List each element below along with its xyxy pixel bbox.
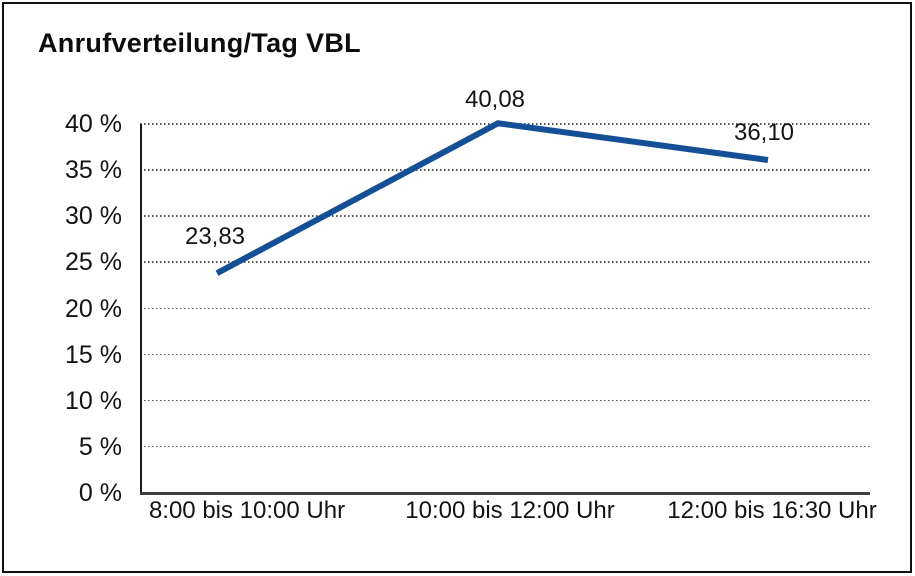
- data-point-label: 40,08: [464, 86, 526, 114]
- data-line: [215, 120, 769, 276]
- x-axis-line: [140, 492, 870, 495]
- y-tick-label: 5 %: [78, 432, 122, 461]
- gridline: [140, 353, 870, 356]
- y-tick-label: 0 %: [78, 479, 122, 507]
- x-tick-label: 8:00 bis 10:00 Uhr: [148, 497, 346, 524]
- gridline: [140, 169, 870, 171]
- y-tick-label: 20 %: [65, 294, 122, 323]
- y-tick-label: 30 %: [65, 202, 122, 231]
- gridline: [140, 261, 870, 263]
- chart-title: Anrufverteilung/Tag VBL: [38, 28, 361, 58]
- gridline: [140, 399, 870, 402]
- gridline: [140, 215, 870, 217]
- y-tick-label: 25 %: [65, 248, 122, 277]
- y-tick-label: 15 %: [65, 340, 122, 369]
- y-tick-label: 35 %: [65, 156, 122, 185]
- y-tick-label: 40 %: [65, 110, 122, 138]
- x-tick-label: 12:00 bis 16:30 Uhr: [667, 497, 877, 524]
- data-point-label: 23,83: [184, 223, 246, 251]
- data-point-label: 36,10: [733, 118, 795, 146]
- gridline: [140, 445, 870, 448]
- gridline: [140, 307, 870, 309]
- y-axis-line: [140, 124, 142, 493]
- x-tick-label: 10:00 bis 12:00 Uhr: [405, 497, 615, 524]
- y-tick-label: 10 %: [65, 386, 122, 415]
